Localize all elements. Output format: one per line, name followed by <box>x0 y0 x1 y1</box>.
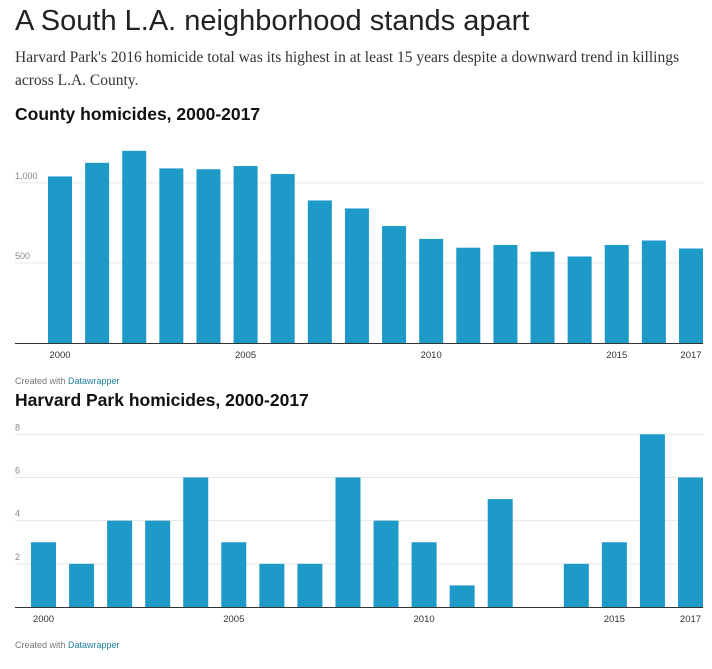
bar-2001 <box>69 563 95 607</box>
bar-2012 <box>487 499 513 607</box>
bar-2013 <box>530 251 555 343</box>
datawrapper-link[interactable]: Datawrapper <box>68 376 120 386</box>
credit-prefix: Created with <box>15 640 69 650</box>
bar-2008 <box>335 477 361 607</box>
county-chart-title: County homicides, 2000-2017 <box>15 104 261 124</box>
headline: A South L.A. neighborhood stands apart <box>15 5 530 37</box>
credit-prefix: Created with <box>15 376 69 386</box>
bar-2000 <box>31 542 56 607</box>
bar-2014 <box>567 256 592 343</box>
bar-2015 <box>601 542 627 607</box>
bar-2011 <box>449 585 475 607</box>
bar-2016 <box>639 434 665 607</box>
bar-2003 <box>159 168 184 343</box>
bar-2010 <box>411 542 437 607</box>
bar-2006 <box>270 174 295 343</box>
y-tick-label: 500 <box>15 251 30 261</box>
x-tick-label-2015: 2015 <box>604 614 625 625</box>
x-tick-label-2010: 2010 <box>414 614 435 625</box>
y-tick-label: 2 <box>15 552 20 562</box>
x-tick-label-2000: 2000 <box>49 350 70 361</box>
bar-2014 <box>563 563 589 607</box>
bar-2002 <box>122 150 147 343</box>
county-chart-credit: Created with Datawrapper <box>15 376 120 386</box>
y-tick-label: 4 <box>15 509 20 519</box>
x-tick-label-2015: 2015 <box>606 350 627 361</box>
bar-2009 <box>373 520 399 607</box>
bar-2003 <box>145 520 171 607</box>
bar-2000 <box>48 176 72 343</box>
x-tick-label-2000: 2000 <box>33 614 54 625</box>
bar-2008 <box>344 208 369 343</box>
bar-2007 <box>297 563 323 607</box>
harvard-park-chart-title: Harvard Park homicides, 2000-2017 <box>15 390 309 410</box>
bar-2002 <box>107 520 133 607</box>
bar-2017 <box>678 477 703 607</box>
x-tick-label-2005: 2005 <box>223 614 244 625</box>
bar-2016 <box>641 240 666 343</box>
y-tick-label: 8 <box>15 422 20 432</box>
x-tick-label-2017: 2017 <box>680 350 701 361</box>
dek: Harvard Park's 2016 homicide total was i… <box>15 49 679 89</box>
bar-2009 <box>382 226 407 343</box>
bar-2012 <box>493 244 518 343</box>
bar-2006 <box>259 563 285 607</box>
bar-2004 <box>196 169 221 343</box>
x-tick-label-2017: 2017 <box>680 614 701 625</box>
bar-2005 <box>221 542 247 607</box>
harvard-park-chart-credit: Created with Datawrapper <box>15 640 120 650</box>
bar-2017 <box>679 248 703 343</box>
bar-2004 <box>183 477 209 607</box>
bar-2011 <box>456 247 481 343</box>
county-homicides-chart: 500 1,000 2000 2005 2010 2015 2017 <box>15 150 703 361</box>
y-tick-label: 6 <box>15 465 20 475</box>
bar-2005 <box>233 166 258 343</box>
bar-2001 <box>85 162 110 343</box>
y-tick-label: 1,000 <box>15 171 38 181</box>
bar-2007 <box>307 200 332 343</box>
datawrapper-link[interactable]: Datawrapper <box>68 640 120 650</box>
x-tick-label-2010: 2010 <box>421 350 442 361</box>
bar-2010 <box>419 238 444 343</box>
x-tick-label-2005: 2005 <box>235 350 256 361</box>
harvard-park-homicides-chart: 2 4 6 8 2000 2005 2010 2015 2017 <box>15 422 703 625</box>
bar-2015 <box>604 244 629 343</box>
